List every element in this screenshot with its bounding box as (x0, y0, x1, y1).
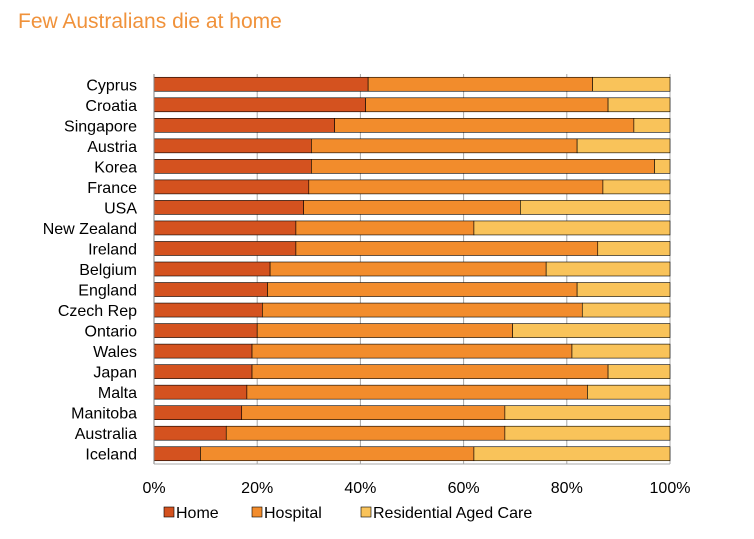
bar-segment-home (153, 261, 271, 277)
bar-segment-hospital (308, 179, 604, 195)
axis-layer (153, 74, 670, 465)
bar-segment-home (153, 200, 304, 215)
bar-segment-home (153, 302, 263, 318)
bar-segment-residential-aged-care (504, 425, 671, 441)
category-label: Ireland (88, 241, 137, 258)
category-label: Wales (93, 344, 137, 361)
bar-segment-residential-aged-care (512, 323, 671, 338)
bar-segment-home (153, 118, 335, 133)
bar-segment-residential-aged-care (473, 220, 671, 236)
bar-segment-home (153, 343, 253, 359)
bar-segment-home (153, 97, 366, 113)
bar-segment-residential-aged-care (607, 364, 671, 379)
bar-segment-residential-aged-care (571, 343, 671, 359)
bars-layer (153, 76, 671, 462)
bar-segment-hospital (256, 323, 513, 338)
bar-segment-hospital (295, 241, 599, 256)
bar-segment-home (153, 282, 268, 297)
bar-segment-residential-aged-care (597, 241, 671, 256)
bar-segment-hospital (251, 364, 609, 379)
legend-swatch (163, 506, 175, 518)
bar-segment-home (153, 384, 248, 400)
category-label: Australia (75, 426, 137, 443)
bar-segment-home (153, 179, 310, 195)
bar-segment-hospital (334, 118, 635, 133)
bar-segment-hospital (311, 138, 578, 154)
x-tick-label: 100% (650, 480, 691, 497)
bar-segment-hospital (295, 220, 475, 236)
bar-segment-home (153, 405, 243, 420)
bar-segment-hospital (251, 343, 573, 359)
bar-segment-residential-aged-care (473, 446, 671, 462)
legend-swatch (360, 506, 372, 518)
bar-segment-hospital (200, 446, 475, 462)
category-label: France (87, 180, 137, 197)
x-tick-label: 40% (344, 480, 376, 497)
bar-segment-hospital (246, 384, 588, 400)
legend-label: Home (176, 505, 219, 522)
category-label: Belgium (79, 262, 137, 279)
legend: Home Hospital Residential Aged Care (163, 505, 532, 522)
bar-segment-home (153, 138, 312, 154)
bar-segment-home (153, 241, 297, 256)
bar-segment-hospital (262, 302, 583, 318)
bar-segment-hospital (365, 97, 609, 113)
legend-label: Residential Aged Care (373, 505, 532, 522)
bar-segment-home (153, 446, 201, 462)
category-label: England (78, 283, 137, 300)
bar-segment-home (153, 159, 312, 174)
bar-segment-residential-aged-care (581, 302, 671, 318)
bar-segment-hospital (303, 200, 521, 215)
bar-segment-residential-aged-care (520, 200, 671, 215)
bar-segment-home (153, 76, 369, 92)
category-label: Ontario (85, 324, 138, 341)
bar-segment-residential-aged-care (587, 384, 671, 400)
legend-label: Hospital (264, 505, 322, 522)
bar-segment-residential-aged-care (607, 97, 671, 113)
category-label: Croatia (85, 98, 137, 115)
chart-title: Few Australians die at home (18, 10, 282, 33)
x-tick-labels: 0% 20% 40% 60% 80% 100% (142, 480, 690, 497)
category-label: Singapore (64, 118, 137, 135)
bar-segment-residential-aged-care (602, 179, 671, 195)
x-tick-label: 20% (241, 480, 273, 497)
x-tick-label: 0% (142, 480, 165, 497)
bar-segment-home (153, 323, 258, 338)
category-label: Iceland (85, 447, 137, 464)
legend-swatch (251, 506, 263, 518)
x-tick-label: 80% (551, 480, 583, 497)
bar-segment-residential-aged-care (633, 118, 671, 133)
bar-segment-residential-aged-care (592, 76, 671, 92)
x-tick-label: 60% (448, 480, 480, 497)
bar-segment-hospital (225, 425, 506, 441)
bar-segment-residential-aged-care (654, 159, 671, 174)
bar-segment-residential-aged-care (576, 282, 671, 297)
bar-segment-residential-aged-care (504, 405, 671, 420)
category-label: New Zealand (43, 221, 137, 238)
category-label: Korea (94, 159, 137, 176)
bar-segment-hospital (241, 405, 506, 420)
bar-segment-residential-aged-care (545, 261, 671, 277)
bar-segment-hospital (311, 159, 655, 174)
category-label: Czech Rep (58, 303, 137, 320)
category-label: Japan (93, 365, 137, 382)
bar-segment-hospital (269, 261, 547, 277)
bar-segment-home (153, 220, 297, 236)
bar-segment-hospital (367, 76, 593, 92)
category-label: USA (104, 200, 137, 217)
bar-segment-hospital (267, 282, 578, 297)
category-labels: Cyprus Croatia Singapore Austria Korea France… (43, 77, 138, 463)
bar-segment-home (153, 425, 227, 441)
bar-segment-residential-aged-care (576, 138, 671, 154)
category-label: Austria (87, 139, 137, 156)
category-label: Malta (98, 385, 137, 402)
bar-segment-home (153, 364, 253, 379)
category-label: Cyprus (86, 77, 137, 94)
category-label: Manitoba (71, 406, 137, 423)
